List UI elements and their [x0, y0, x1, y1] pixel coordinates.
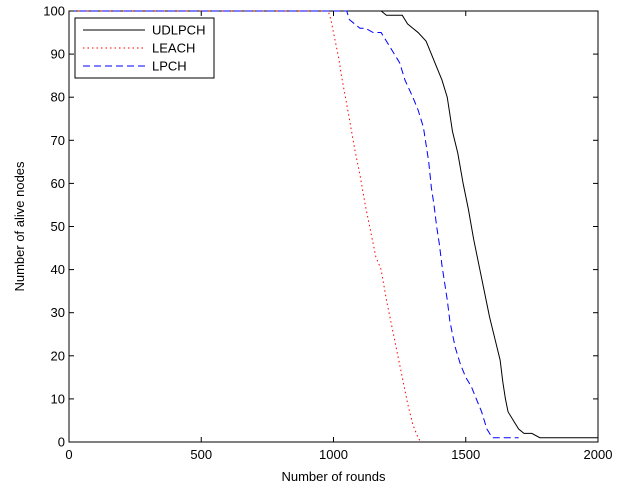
x-tick-label: 500 — [190, 447, 212, 462]
y-tick-label: 10 — [51, 391, 65, 406]
x-tick-label: 1000 — [319, 447, 348, 462]
legend: UDLPCH LEACH LPCH — [74, 17, 215, 79]
y-tick-label: 20 — [51, 348, 65, 363]
y-tick-label: 40 — [51, 262, 65, 277]
y-tick-label: 60 — [51, 176, 65, 191]
y-tick-label: 80 — [51, 90, 65, 105]
series-line-udlpch — [69, 10, 598, 439]
y-axis-label: Number of alive nodes — [12, 161, 27, 292]
x-axis-label: Number of rounds — [281, 469, 386, 484]
y-tick-label: 30 — [51, 305, 65, 320]
y-tick-label: 90 — [51, 47, 65, 62]
y-tick-label: 50 — [51, 219, 65, 234]
plot-frame — [68, 10, 599, 443]
plot-area: 0 500 1000 1500 2000 0 10 20 30 40 50 60 70 80 90 100 — [43, 4, 612, 463]
legend-label-udlpch: UDLPCH — [152, 23, 205, 38]
x-tick-label: 1500 — [451, 447, 480, 462]
y-tick-label: 100 — [43, 4, 65, 19]
y-tick-label: 0 — [58, 435, 65, 450]
tick-layer: 0 500 1000 1500 2000 0 10 20 30 40 50 60 70 80 90 100 — [43, 4, 612, 463]
legend-label-lpch: LPCH — [152, 59, 187, 74]
legend-label-leach: LEACH — [152, 41, 195, 56]
x-tick-label: 2000 — [584, 447, 613, 462]
legend-box — [74, 17, 215, 79]
y-tick-label: 70 — [51, 133, 65, 148]
series-layer — [69, 10, 598, 443]
series-line-lpch — [69, 10, 519, 439]
x-tick-label: 0 — [65, 447, 72, 462]
